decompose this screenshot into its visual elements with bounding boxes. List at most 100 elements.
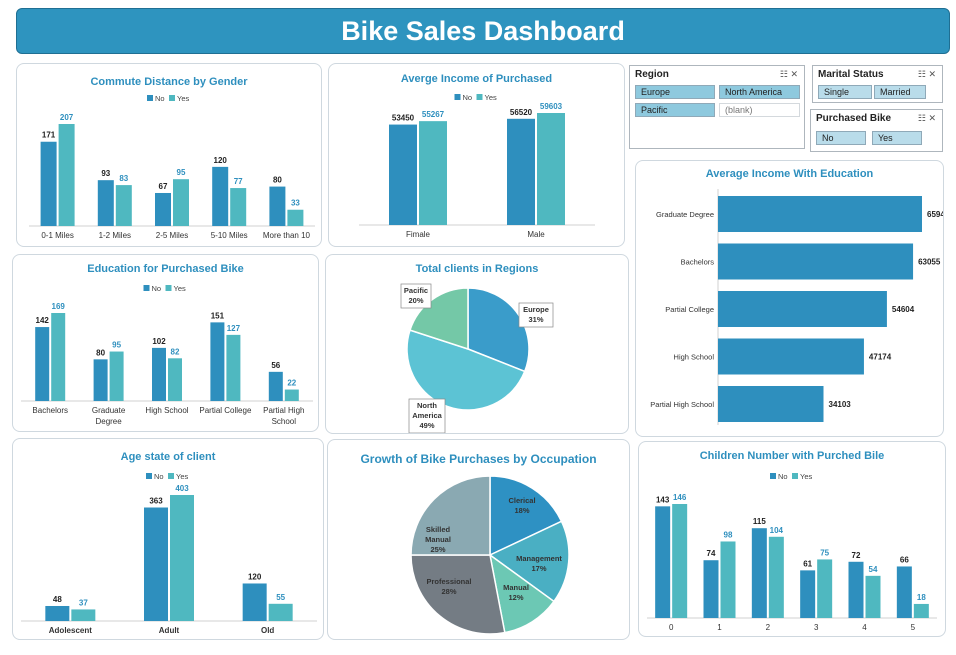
category-label: Old <box>261 626 274 635</box>
legend-swatch-no <box>454 94 461 100</box>
bar-yes-4 <box>865 575 881 618</box>
region-option-europe[interactable]: Europe <box>635 85 715 99</box>
bar-1 <box>718 243 914 280</box>
marital-option-single[interactable]: Single <box>818 85 872 99</box>
data-label: 104 <box>770 526 784 535</box>
age-chart: Age state of client No Yes 48 37 Adolescent 36… <box>21 451 317 635</box>
category-label: Graduate Degree <box>656 210 714 219</box>
chart-title: Averge Income of Purchased <box>401 73 552 85</box>
slice-label-box <box>400 283 432 309</box>
income-education-chart-panel: Average Income With Education Graduate De… <box>635 160 944 437</box>
bar-no-1 <box>97 180 114 226</box>
slice-percent: 31% <box>528 315 543 324</box>
region-option-blank[interactable]: (blank) <box>719 103 800 117</box>
slice-percent: 25% <box>430 545 445 554</box>
bar-no-2 <box>751 528 767 618</box>
income-chart-panel: Averge Income of Purchased No Yes 53450 5526… <box>328 63 625 247</box>
data-label: 120 <box>248 572 262 581</box>
children-chart-panel: Children Number with Purched Bile No Yes 14… <box>638 441 946 637</box>
bar-no-2 <box>242 583 267 621</box>
slice-label: North <box>417 401 437 410</box>
region-slicer-title: Region <box>635 69 669 80</box>
purchased-option-yes[interactable]: Yes <box>872 131 922 145</box>
category-label: Partial College <box>199 406 252 415</box>
data-label: 34103 <box>829 400 852 409</box>
commute-chart: Commute Distance by Gender No Yes 171 207 0-1… <box>29 76 315 240</box>
bar-no-3 <box>212 166 229 226</box>
bar-no-3 <box>800 570 816 618</box>
legend-swatch-yes <box>165 285 172 291</box>
bar-no-4 <box>268 371 283 401</box>
legend-label-no: No <box>154 472 164 481</box>
bar-no-0 <box>655 506 671 618</box>
data-label: 127 <box>227 324 241 333</box>
chart-title: Education for Purchased Bike <box>87 263 243 275</box>
slice-percent: 49% <box>419 421 434 430</box>
legend-swatch-yes <box>476 94 483 100</box>
bar-yes-2 <box>268 603 293 621</box>
legend-swatch-no <box>147 95 153 101</box>
chart-title: Total clients in Regions <box>416 263 539 275</box>
category-label: Adolescent <box>49 626 92 635</box>
bar-no-0 <box>35 327 50 401</box>
slice-label: Management <box>516 554 562 563</box>
bar-yes-4 <box>287 209 304 226</box>
bar-no-1 <box>144 507 168 621</box>
bar-yes-3 <box>817 559 833 618</box>
bar-0 <box>718 196 922 232</box>
data-label: 115 <box>753 517 766 526</box>
bar-yes-1 <box>170 495 194 621</box>
data-label: 63055 <box>918 258 941 267</box>
chart-title: Children Number with Purched Bile <box>700 450 885 462</box>
data-label: 143 <box>656 495 670 504</box>
data-label: 56520 <box>510 108 533 117</box>
legend-label-yes: Yes <box>176 472 188 481</box>
category-label: 0-1 Miles <box>41 231 73 240</box>
data-label: 22 <box>287 379 296 388</box>
data-label: 55 <box>276 593 285 602</box>
purchased-option-no[interactable]: No <box>816 131 866 145</box>
filter-clear-icon[interactable]: ☷ ✕ <box>917 69 936 79</box>
income-chart: Averge Income of Purchased No Yes 53450 5526… <box>359 73 595 239</box>
bar-yes-4 <box>284 389 299 401</box>
data-label: 67 <box>159 182 168 191</box>
data-label: 146 <box>673 493 687 502</box>
bar-yes-2 <box>173 179 189 226</box>
filter-clear-icon[interactable]: ☷ ✕ <box>917 113 936 123</box>
legend-swatch-no <box>143 285 150 291</box>
regions-chart-panel: Total clients in Regions Europe 31% North Am… <box>325 254 629 434</box>
pie-slice-clerical <box>489 475 563 557</box>
data-label: 98 <box>724 530 733 539</box>
bar-yes-1 <box>720 541 736 618</box>
data-label: 18 <box>917 593 926 602</box>
bar-4 <box>718 386 824 422</box>
data-label: 77 <box>234 177 243 186</box>
legend-swatch-no <box>770 473 776 479</box>
slice-label: Europe <box>523 305 549 314</box>
data-label: 54 <box>869 565 878 574</box>
slice-label: Skilled <box>426 525 451 534</box>
category-label: School <box>272 417 297 426</box>
bar-no-1 <box>507 118 535 225</box>
data-label: 48 <box>53 595 62 604</box>
data-label: 54604 <box>892 305 915 314</box>
legend-label-no: No <box>155 94 165 103</box>
slice-label-box <box>408 398 446 433</box>
marital-option-married[interactable]: Married <box>874 85 926 99</box>
slice-percent: 12% <box>508 593 523 602</box>
dashboard-title: Bike Sales Dashboard <box>16 8 950 54</box>
pie-slice-skilled-manual <box>410 475 491 556</box>
filter-clear-icon[interactable]: ☷ ✕ <box>779 69 798 79</box>
slice-label-box <box>518 302 554 328</box>
data-label: 169 <box>52 302 66 311</box>
category-label: 0 <box>669 623 674 632</box>
region-option-north-america[interactable]: North America <box>719 85 800 99</box>
region-option-pacific[interactable]: Pacific <box>635 103 715 117</box>
bar-no-1 <box>703 560 719 618</box>
legend-label-yes: Yes <box>800 472 812 481</box>
category-label: 4 <box>862 623 867 632</box>
bar-yes-1 <box>109 351 124 401</box>
data-label: 120 <box>214 156 228 165</box>
bar-yes-0 <box>672 504 688 618</box>
